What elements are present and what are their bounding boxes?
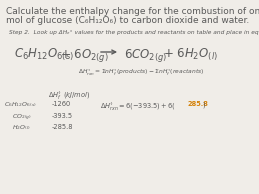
Text: $C_6H_{12}O_{6(s)}$: $C_6H_{12}O_{6(s)}$ (14, 47, 74, 63)
Text: $\Delta H_{rxn}^{\circ}=6(-393.5)+6($: $\Delta H_{rxn}^{\circ}=6(-393.5)+6($ (100, 101, 176, 113)
Text: $H_2O_{(l)}$: $H_2O_{(l)}$ (12, 124, 31, 132)
Text: -1260: -1260 (52, 101, 71, 107)
Text: $CO_{2(g)}$: $CO_{2(g)}$ (12, 113, 32, 123)
Text: $+\ 6O_{2(g)}$: $+\ 6O_{2(g)}$ (60, 47, 109, 64)
Text: $+\ 6H_2O_{(l)}$: $+\ 6H_2O_{(l)}$ (163, 47, 218, 63)
Text: $\Delta H_{rxn}^{\circ}=\Sigma nH_f^{\circ}(products)-\Sigma nH_f^{\circ}(reacta: $\Delta H_{rxn}^{\circ}=\Sigma nH_f^{\ci… (78, 68, 205, 78)
Text: -285.8: -285.8 (52, 124, 74, 130)
Text: $\Delta H_f^{\circ}\ (kJ/mol)$: $\Delta H_f^{\circ}\ (kJ/mol)$ (48, 90, 90, 102)
Text: $C_6H_{12}O_{6(s)}$: $C_6H_{12}O_{6(s)}$ (4, 101, 37, 109)
Text: Step 2.  Look up ΔHₑ° values for the products and reactants on table and place i: Step 2. Look up ΔHₑ° values for the prod… (9, 30, 259, 35)
Text: -393.5: -393.5 (52, 113, 73, 119)
Text: 285.8: 285.8 (187, 101, 208, 107)
Text: $6CO_{2(g)}$: $6CO_{2(g)}$ (124, 47, 167, 64)
Text: mol of glucose (C₆H₁₂O₆) to carbon dioxide and water.: mol of glucose (C₆H₁₂O₆) to carbon dioxi… (6, 16, 249, 25)
Text: ): ) (202, 101, 205, 107)
Text: Calculate the enthalpy change for the combustion of one: Calculate the enthalpy change for the co… (6, 7, 259, 16)
